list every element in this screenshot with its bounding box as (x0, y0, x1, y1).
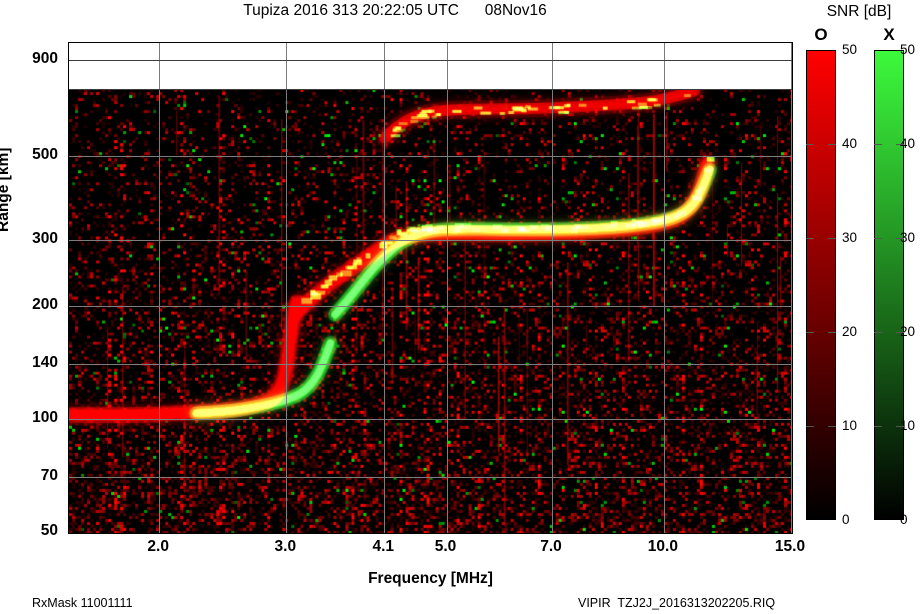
colorbar-o-tickmark-left-20 (806, 332, 814, 333)
y-tick-label-200: 200 (32, 295, 58, 313)
plot-inner (69, 43, 792, 533)
colorbar-o-tick-50: 50 (842, 42, 858, 57)
colorbar-x-tickmark-right-30 (896, 238, 904, 239)
ionogram-plot[interactable] (68, 42, 793, 534)
colorbar-x-tick-30: 30 (900, 230, 916, 245)
colorbar-x-tickmark-left-10 (874, 426, 882, 427)
colorbar-x-tick-10: 10 (900, 418, 916, 433)
colorbar-o-tick-30: 30 (842, 230, 858, 245)
x-tick-label-10.0: 10.0 (647, 538, 678, 555)
gridline-y-0 (69, 60, 792, 61)
colorbar-o-gradient[interactable] (806, 50, 836, 520)
colorbar-x-tick-40: 40 (900, 136, 916, 151)
colorbar-o-tick-40: 40 (842, 136, 858, 151)
vipir-filename-label: VIPIR TZJ2J_2016313202205.RIQ (578, 596, 776, 610)
x-tick-label-5.0: 5.0 (434, 538, 457, 555)
x-tick-label-4.1: 4.1 (372, 538, 395, 555)
colorbar-o-tickmark-left-40 (806, 144, 814, 145)
y-tick-label-100: 100 (32, 408, 58, 426)
x-axis-label: Frequency [MHz] (368, 570, 493, 587)
colorbar-x-tick-50: 50 (900, 42, 916, 57)
x-tick-label-7.0: 7.0 (540, 538, 562, 555)
trace-layer (69, 88, 792, 533)
colorbar-x-tick-0: 0 (900, 512, 908, 527)
page-title: Tupiza 2016 313 20:22:05 UTC 08Nov16 (243, 2, 547, 19)
y-tick-label-900: 900 (32, 50, 58, 68)
y-tick-label-70: 70 (40, 467, 58, 485)
colorbar-o-tickmark-right-10 (828, 426, 836, 427)
y-tick-label-500: 500 (32, 146, 58, 164)
data-canvas (69, 88, 792, 533)
colorbar-x-tick-20: 20 (900, 324, 916, 339)
y-tick-label-140: 140 (32, 353, 58, 371)
y-tick-label-50: 50 (40, 522, 58, 539)
colorbar-o-tick-10: 10 (842, 418, 858, 433)
colorbar-o-tickmark-right-30 (828, 238, 836, 239)
y-axis-label: Range [km] (0, 147, 12, 232)
colorbar-x-head: X (883, 25, 895, 44)
rxmask-label: RxMask 11001111 (32, 596, 133, 610)
colorbar-x-tickmark-left-20 (874, 332, 882, 333)
colorbar-o-tickmark-right-20 (828, 332, 836, 333)
colorbar-title: SNR [dB] (826, 3, 892, 20)
x-tick-label-15.0: 15.0 (774, 538, 806, 555)
colorbar-o-tickmark-left-30 (806, 238, 814, 239)
colorbar-x-tickmark-right-40 (896, 144, 904, 145)
colorbar-o-tick-0: 0 (842, 512, 850, 527)
colorbar-x-gradient[interactable] (874, 50, 904, 520)
colorbar-x-tickmark-left-30 (874, 238, 882, 239)
colorbar-o-tickmark-right-40 (828, 144, 836, 145)
colorbar-x-tickmark-right-20 (896, 332, 904, 333)
colorbar-o-tick-20: 20 (842, 324, 858, 339)
colorbar-o-tickmark-left-10 (806, 426, 814, 427)
x-tick-label-2.0: 2.0 (147, 538, 169, 555)
colorbar-x-tickmark-right-10 (896, 426, 904, 427)
x-tick-label-3.0: 3.0 (274, 538, 297, 555)
y-tick-label-300: 300 (32, 229, 58, 247)
colorbar-o-head: O (814, 25, 828, 44)
colorbar-x-tickmark-left-40 (874, 144, 882, 145)
